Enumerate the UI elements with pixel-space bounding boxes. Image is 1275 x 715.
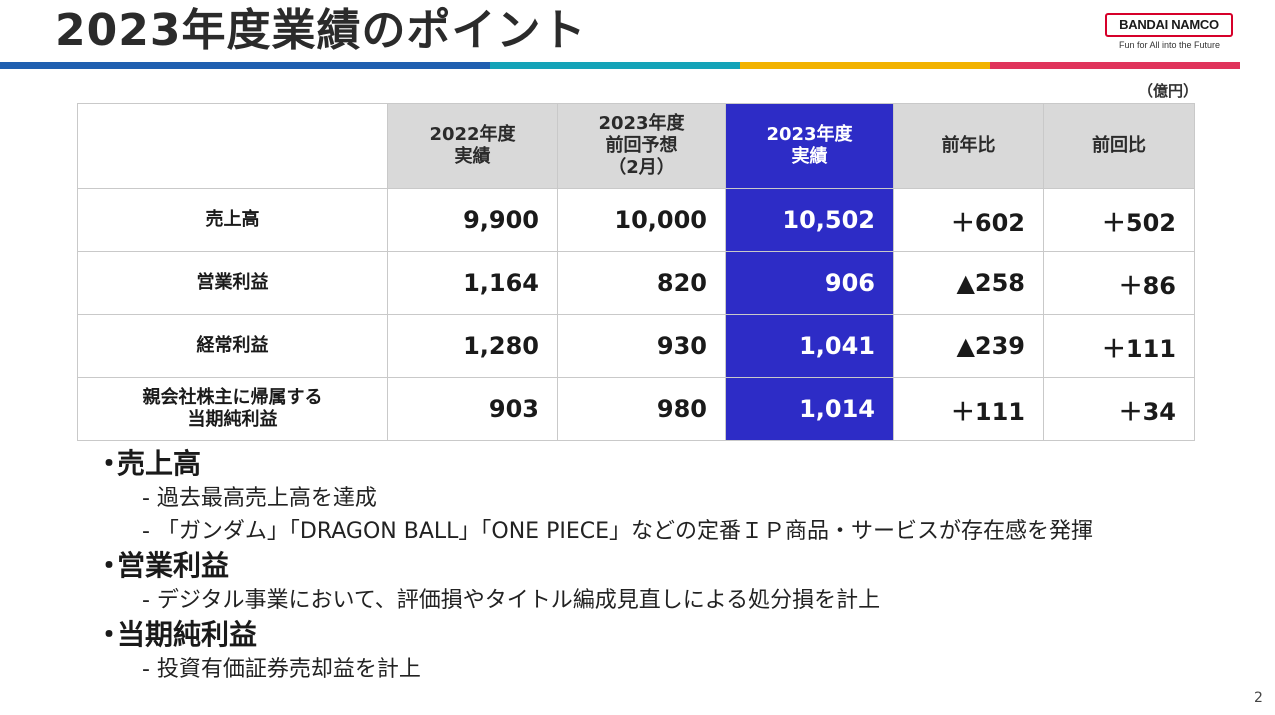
row-label: 親会社株主に帰属する 当期純利益: [77, 377, 388, 441]
table-header-row: 2022年度 実績 2023年度 前回予想 （2月） 2023年度 実績 前年比 前回比: [77, 103, 1195, 189]
value-cell: ＋111: [893, 377, 1044, 441]
value-cell: 10,000: [557, 188, 726, 252]
header-cell-yoy: 前年比: [893, 103, 1044, 189]
unit-label: （億円）: [1138, 82, 1199, 100]
value-cell: 820: [557, 251, 726, 315]
value-cell: ＋502: [1043, 188, 1195, 252]
bullet-heading: ・営業利益: [95, 549, 230, 582]
header-cell-2023-forecast: 2023年度 前回予想 （2月）: [557, 103, 726, 189]
table-row: 親会社株主に帰属する 当期純利益 903 980 1,014 ＋111 ＋34: [77, 377, 1195, 441]
bullet-heading: ・売上高: [95, 447, 202, 480]
row-label: 売上高: [77, 188, 388, 252]
value-cell: 9,900: [387, 188, 558, 252]
stripe-segment-teal: [490, 62, 750, 69]
value-cell: 1,164: [387, 251, 558, 315]
value-cell: 1,041: [725, 314, 894, 378]
bullet-subitem: - 「ガンダム」「DRAGON BALL」「ONE PIECE」などの定番ＩＰ商…: [142, 519, 1093, 544]
value-cell: ＋111: [1043, 314, 1195, 378]
value-cell: 906: [725, 251, 894, 315]
value-cell: 1,014: [725, 377, 894, 441]
value-cell: 1,280: [387, 314, 558, 378]
bullet-dot-icon: ・: [95, 549, 124, 582]
header-cell-2022-actual: 2022年度 実績: [387, 103, 558, 189]
stripe-segment-red: [990, 62, 1240, 69]
value-cell: ▲239: [893, 314, 1044, 378]
row-label: 営業利益: [77, 251, 388, 315]
bullet-heading: ・当期純利益: [95, 618, 258, 651]
table-row: 営業利益 1,164 820 906 ▲258 ＋86: [77, 251, 1195, 315]
value-cell: ＋34: [1043, 377, 1195, 441]
bullet-dot-icon: ・: [95, 618, 124, 651]
table-row: 経常利益 1,280 930 1,041 ▲239 ＋111: [77, 314, 1195, 378]
logo-wordmark: BANDAI NAMCO: [1105, 13, 1233, 37]
page-number: 2: [1254, 690, 1263, 706]
value-cell: ▲258: [893, 251, 1044, 315]
results-table: 2022年度 実績 2023年度 前回予想 （2月） 2023年度 実績 前年比 前回比…: [77, 103, 1195, 441]
value-cell: 980: [557, 377, 726, 441]
bullet-dot-icon: ・: [95, 447, 124, 480]
header-cell-vs-forecast: 前回比: [1043, 103, 1195, 189]
value-cell: 930: [557, 314, 726, 378]
value-cell: 10,502: [725, 188, 894, 252]
table-row: 売上高 9,900 10,000 10,502 ＋602 ＋502: [77, 188, 1195, 252]
header-cell-2023-actual: 2023年度 実績: [725, 103, 894, 189]
company-logo: BANDAI NAMCO Fun for All into the Future: [1105, 13, 1235, 55]
bullet-list: ・売上高 - 過去最高売上高を達成 - 「ガンダム」「DRAGON BALL」「ON…: [95, 446, 1255, 686]
row-label: 経常利益: [77, 314, 388, 378]
bullet-subitem: - 投資有価証券売却益を計上: [142, 657, 421, 682]
header-cell-corner: [77, 103, 388, 189]
value-cell: ＋86: [1043, 251, 1195, 315]
bullet-subitem: - 過去最高売上高を達成: [142, 486, 377, 511]
value-cell: ＋602: [893, 188, 1044, 252]
stripe-segment-yellow: [740, 62, 1000, 69]
page-title: 2023年度業績のポイント: [55, 5, 587, 56]
stripe-segment-blue: [0, 62, 500, 69]
value-cell: 903: [387, 377, 558, 441]
logo-tagline: Fun for All into the Future: [1119, 40, 1221, 50]
bullet-subitem: - デジタル事業において、評価損やタイトル編成見直しによる処分損を計上: [142, 588, 881, 613]
header-stripe: [0, 62, 1240, 69]
